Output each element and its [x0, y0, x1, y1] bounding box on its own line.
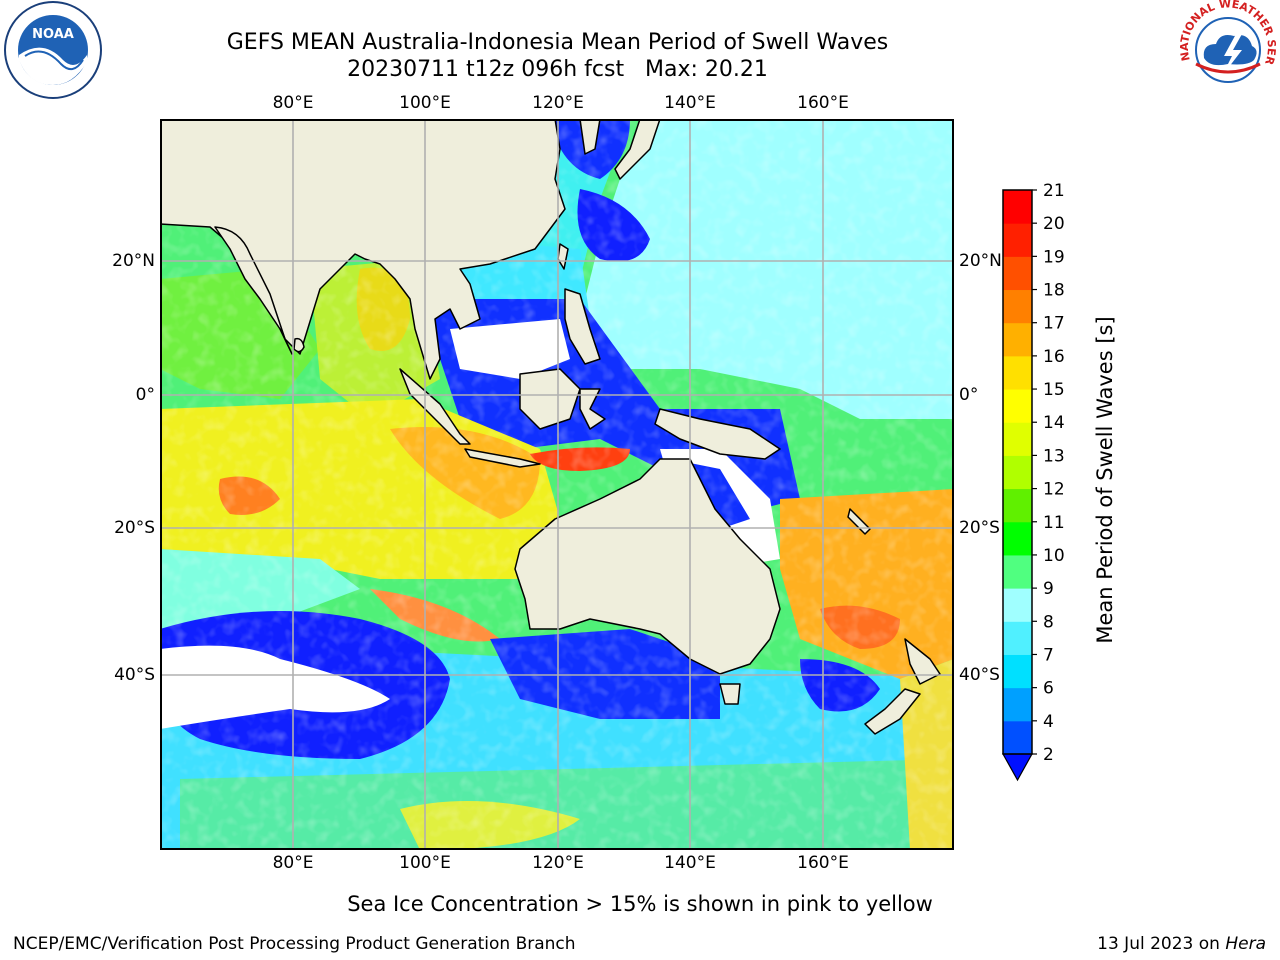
borneo [519, 368, 581, 430]
nws-logo: NATIONAL WEATHER SERVICE [1178, 0, 1278, 97]
colorbar-segment [1003, 256, 1032, 291]
lon-tick-top-100e: 100°E [399, 93, 451, 113]
lat-tick-left-40s: 40°S [114, 665, 155, 685]
colorbar-tick-label: 7 [1043, 645, 1054, 665]
noaa-logo: NOAA [4, 1, 102, 99]
lon-tick-bottom-140e: 140°E [664, 853, 716, 873]
swell-period-map [160, 119, 954, 850]
colorbar-tick-label: 14 [1043, 413, 1065, 433]
colorbar-tick-label: 4 [1043, 712, 1054, 732]
colorbar-tick-label: 8 [1043, 612, 1054, 632]
colorbar-tick-label: 10 [1043, 546, 1065, 566]
colorbar-segment [1003, 654, 1032, 689]
colorbar-segment [1003, 355, 1032, 390]
colorbar-outline [1002, 189, 1033, 755]
lon-tick-bottom-100e: 100°E [399, 853, 451, 873]
lat-tick-left-20n: 20°N [112, 251, 155, 271]
india [214, 226, 293, 355]
sri-lanka [293, 337, 305, 353]
sea-ice-note: Sea Ice Concentration > 15% is shown in … [347, 892, 933, 916]
java [464, 448, 541, 468]
colorbar-segment [1003, 588, 1032, 622]
colorbar-segment [1003, 621, 1032, 655]
svg-text:NOAA: NOAA [32, 27, 74, 42]
colorbar-segment [1003, 455, 1032, 490]
colorbar-segment [1003, 554, 1032, 589]
colorbar-segment [1003, 488, 1032, 523]
graticule [160, 119, 954, 850]
colorbar-segment [1003, 422, 1032, 456]
footer-branch: NCEP/EMC/Verification Post Processing Pr… [13, 934, 576, 954]
colorbar-tick-label: 13 [1043, 446, 1065, 466]
colorbar-segment [1003, 687, 1032, 722]
colorbar-label-container: Mean Period of Swell Waves [s] [1085, 300, 1125, 660]
colorbar-segment [1003, 389, 1032, 423]
colorbar-tick-label: 19 [1043, 247, 1065, 267]
colorbar-segment [1003, 322, 1032, 357]
map-border [160, 119, 954, 850]
footer-date: 13 Jul 2023 on Hera [1097, 934, 1266, 954]
colorbar-tick-label: 2 [1043, 745, 1054, 765]
colorbar-tick-label: 21 [1043, 181, 1065, 201]
colorbar-segment [1003, 720, 1032, 755]
lat-tick-right-20n: 20°N [959, 251, 1002, 271]
korea [579, 119, 601, 155]
lat-tick-left-20s: 20°S [114, 518, 155, 538]
new-zealand-north [904, 638, 941, 685]
sumatra [399, 368, 471, 445]
lat-tick-left-0: 0° [135, 385, 155, 405]
colorbar-tick-label: 17 [1043, 314, 1065, 334]
lat-tick-right-40s: 40°S [959, 665, 1000, 685]
colorbar-tick-label: 20 [1043, 214, 1065, 234]
map-title: GEFS MEAN Australia-Indonesia Mean Perio… [226, 30, 889, 55]
lon-tick-top-120e: 120°E [532, 93, 584, 113]
colorbar-segment [1003, 223, 1032, 257]
footer-machine: Hera [1225, 934, 1266, 954]
land [160, 119, 941, 735]
lon-tick-bottom-120e: 120°E [532, 853, 584, 873]
lon-tick-bottom-160e: 160°E [797, 853, 849, 873]
philippines [564, 288, 601, 365]
colorbar-extend-arrow [1001, 753, 1034, 782]
lon-tick-top-160e: 160°E [797, 93, 849, 113]
colorbar: 2 4 6 7 8 9 10 11 12 13 14 15 16 17 18 19 20 21 [1001, 181, 1065, 782]
colorbar-tick-label: 9 [1043, 579, 1054, 599]
colorbar-tick-label: 15 [1043, 380, 1065, 400]
lat-tick-right-20s: 20°S [959, 518, 1000, 538]
tasmania [719, 683, 741, 705]
japan [614, 119, 661, 180]
colorbar-tick-label: 12 [1043, 480, 1065, 500]
lat-tick-right-0: 0° [959, 385, 979, 405]
colorbar-segment [1003, 190, 1032, 224]
lon-tick-top-80e: 80°E [272, 93, 314, 113]
sulawesi [579, 388, 606, 430]
map-subtitle: 20230711 t12z 096h fcst Max: 20.21 [347, 57, 768, 82]
colorbar-tick-label: 18 [1043, 281, 1065, 301]
colorbar-tick-label: 6 [1043, 679, 1054, 699]
colorbar-tick-label: 11 [1043, 513, 1065, 533]
australia [514, 458, 781, 675]
footer-date-text: 13 Jul 2023 on [1097, 934, 1220, 954]
new-guinea [654, 408, 781, 460]
new-zealand-south [864, 688, 921, 735]
lon-tick-top-140e: 140°E [664, 93, 716, 113]
lon-tick-bottom-80e: 80°E [272, 853, 314, 873]
colorbar-segment [1003, 289, 1032, 324]
colorbar-label: Mean Period of Swell Waves [s] [1093, 316, 1117, 644]
colorbar-segment [1003, 521, 1032, 556]
colorbar-tick-label: 16 [1043, 347, 1065, 367]
